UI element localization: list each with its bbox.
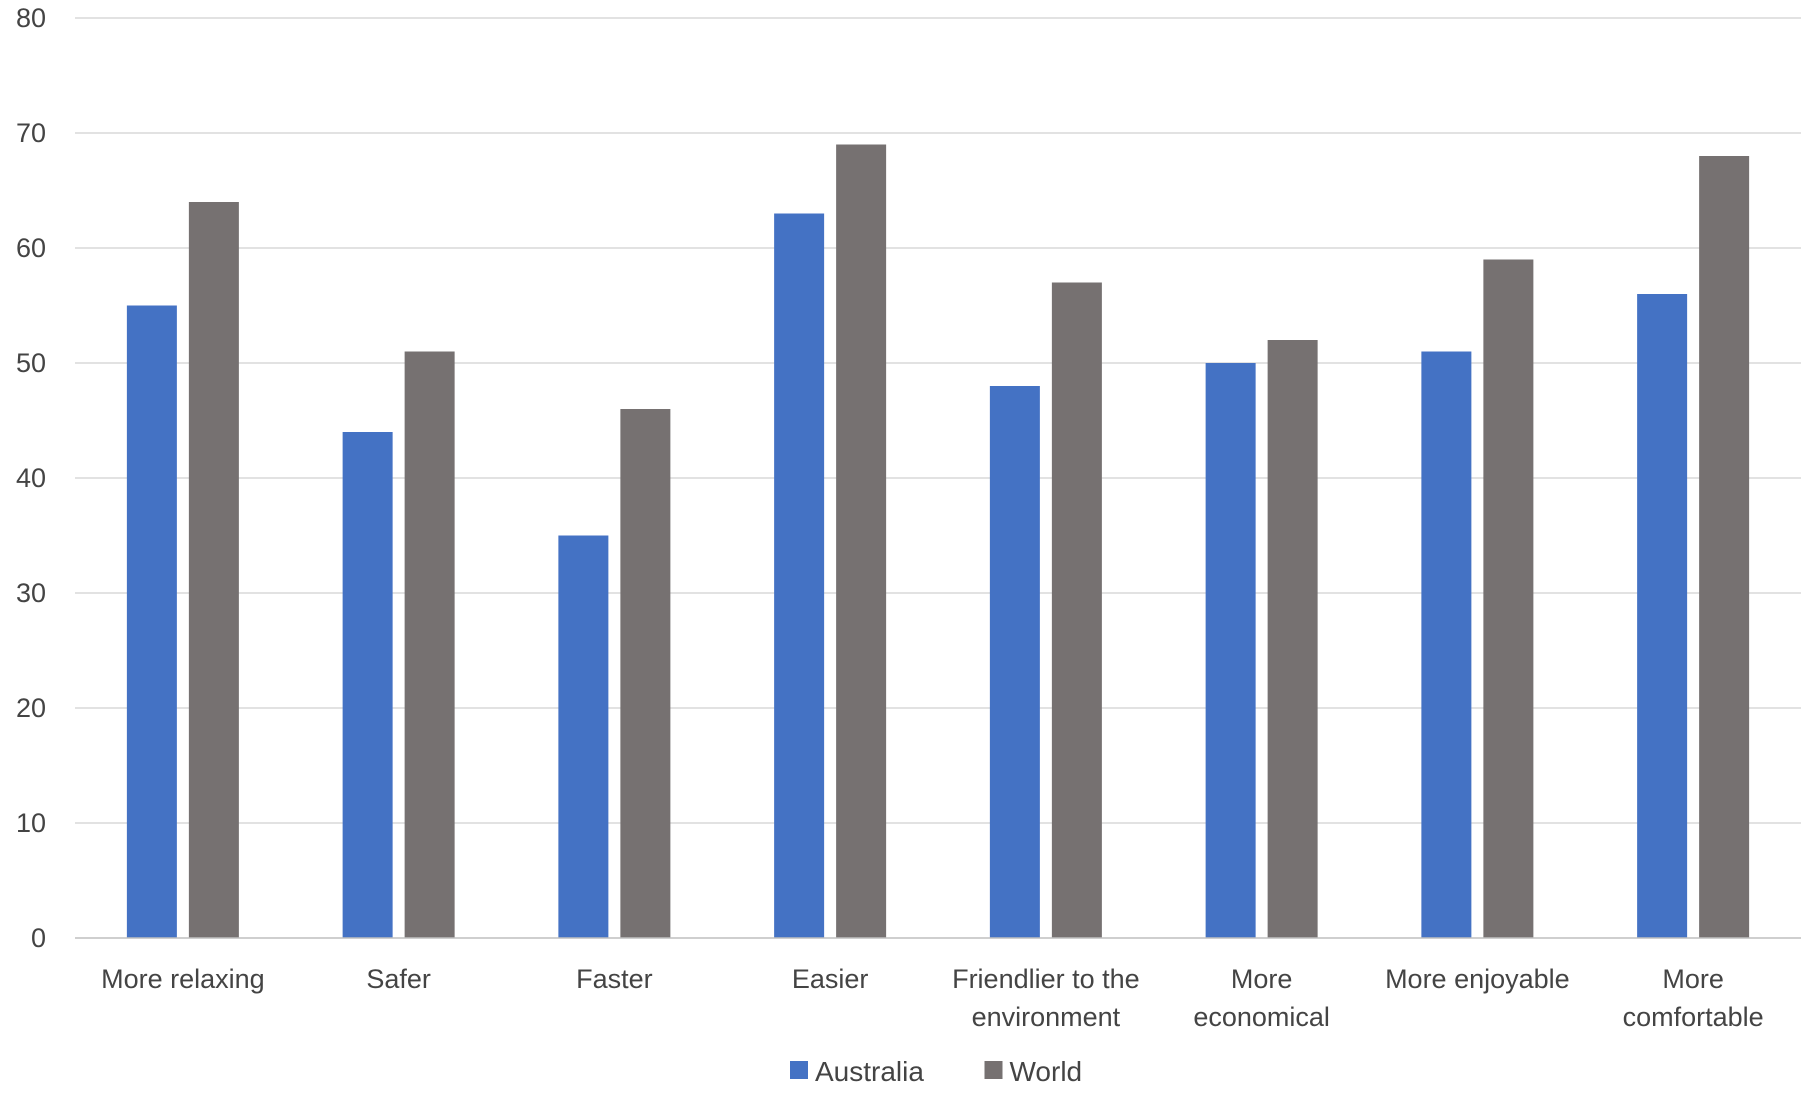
y-tick-label: 40 bbox=[16, 463, 46, 493]
bar-australia-1 bbox=[342, 432, 393, 938]
legend-label-australia: Australia bbox=[815, 1056, 924, 1087]
bar-australia-3 bbox=[774, 213, 825, 938]
x-tick-label: Faster bbox=[576, 964, 653, 994]
bars bbox=[126, 144, 1750, 938]
x-tick-label: economical bbox=[1193, 1002, 1330, 1032]
bar-world-6 bbox=[1483, 259, 1534, 938]
y-tick-label: 60 bbox=[16, 233, 46, 263]
legend-label-world: World bbox=[1010, 1056, 1083, 1087]
bar-australia-7 bbox=[1637, 294, 1688, 938]
bar-world-0 bbox=[188, 202, 239, 938]
bar-australia-4 bbox=[989, 386, 1040, 938]
legend-swatch-australia bbox=[790, 1061, 808, 1079]
y-tick-label: 10 bbox=[16, 808, 46, 838]
bar-australia-2 bbox=[558, 535, 609, 938]
bar-world-7 bbox=[1699, 156, 1750, 938]
x-tick-label: comfortable bbox=[1623, 1002, 1764, 1032]
x-tick-label: Friendlier to the bbox=[952, 964, 1140, 994]
x-tick-label: More bbox=[1231, 964, 1293, 994]
y-tick-label: 30 bbox=[16, 578, 46, 608]
y-tick-label: 80 bbox=[16, 3, 46, 33]
x-tick-label: environment bbox=[972, 1002, 1121, 1032]
bar-world-2 bbox=[620, 409, 671, 938]
legend: Australia World bbox=[790, 1056, 1082, 1087]
bar-world-5 bbox=[1267, 340, 1318, 938]
x-tick-label: More relaxing bbox=[101, 964, 265, 994]
x-axis-category-labels: More relaxing Safer Faster Easier Friendlier… bbox=[101, 964, 1764, 1032]
legend-swatch-world bbox=[984, 1061, 1003, 1079]
bar-world-3 bbox=[836, 144, 887, 938]
y-tick-label: 70 bbox=[16, 118, 46, 148]
bar-australia-6 bbox=[1421, 351, 1472, 938]
bar-world-4 bbox=[1051, 282, 1102, 938]
y-axis-ticks: 0 10 20 30 40 50 60 70 80 bbox=[16, 3, 46, 953]
y-tick-label: 50 bbox=[16, 348, 46, 378]
bar-australia-0 bbox=[126, 305, 177, 938]
x-tick-label: Safer bbox=[366, 964, 431, 994]
bar-world-1 bbox=[404, 351, 455, 938]
x-tick-label: More bbox=[1662, 964, 1724, 994]
x-tick-label: Easier bbox=[792, 964, 869, 994]
gridlines bbox=[75, 17, 1801, 824]
x-tick-label: More enjoyable bbox=[1385, 964, 1570, 994]
y-tick-label: 20 bbox=[16, 693, 46, 723]
y-tick-label: 0 bbox=[31, 923, 46, 953]
bar-australia-5 bbox=[1205, 363, 1256, 938]
